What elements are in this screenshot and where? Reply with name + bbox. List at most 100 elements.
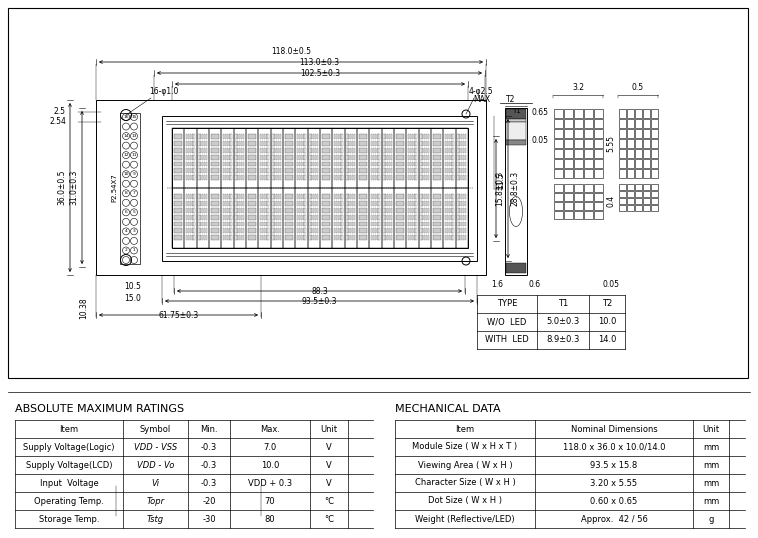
Bar xyxy=(292,201,293,206)
Bar xyxy=(309,201,311,206)
Bar xyxy=(440,194,441,199)
Text: 93.5±0.3: 93.5±0.3 xyxy=(302,297,337,306)
Bar xyxy=(336,141,337,146)
Bar xyxy=(200,229,202,233)
Bar xyxy=(397,215,399,220)
Bar xyxy=(235,201,236,206)
Bar xyxy=(297,154,298,160)
Bar xyxy=(227,229,228,233)
Bar xyxy=(438,148,440,153)
Bar xyxy=(268,201,269,206)
Bar xyxy=(359,148,360,153)
Bar xyxy=(506,119,526,122)
Bar xyxy=(594,129,603,138)
Bar xyxy=(329,154,330,160)
Bar xyxy=(426,134,428,139)
Bar xyxy=(292,168,293,173)
Bar xyxy=(265,194,267,199)
Bar xyxy=(212,215,214,220)
Bar xyxy=(287,194,288,199)
Bar xyxy=(337,215,339,220)
Bar xyxy=(227,201,228,206)
Bar xyxy=(193,215,195,220)
Bar xyxy=(175,154,177,160)
Bar xyxy=(410,168,411,173)
Bar xyxy=(192,215,193,220)
Bar xyxy=(361,154,362,160)
Bar xyxy=(574,202,582,209)
Bar xyxy=(216,194,218,199)
Bar xyxy=(389,215,390,220)
Bar xyxy=(229,229,230,233)
Text: 118.0 x 36.0 x 10.0/14.0: 118.0 x 36.0 x 10.0/14.0 xyxy=(562,442,666,451)
Bar xyxy=(190,154,191,160)
Bar xyxy=(227,154,228,160)
Bar xyxy=(450,154,452,160)
Bar xyxy=(237,168,239,173)
Bar xyxy=(325,215,327,220)
Bar xyxy=(233,128,246,188)
Bar xyxy=(361,215,362,220)
Bar xyxy=(463,134,464,139)
Text: 14.0: 14.0 xyxy=(598,336,616,344)
Bar xyxy=(401,201,402,206)
Bar xyxy=(374,208,376,213)
Bar xyxy=(237,134,239,139)
Bar xyxy=(377,141,378,146)
Bar xyxy=(348,235,349,240)
Bar xyxy=(362,161,364,166)
Bar xyxy=(264,154,265,160)
Bar xyxy=(200,148,202,153)
Bar xyxy=(410,235,411,240)
Bar xyxy=(193,229,195,233)
Bar xyxy=(389,222,390,226)
Bar xyxy=(371,235,372,240)
Bar xyxy=(243,141,244,146)
Bar xyxy=(334,201,335,206)
Bar xyxy=(401,148,402,153)
Bar xyxy=(387,194,388,199)
Bar xyxy=(387,229,388,233)
Bar xyxy=(301,161,302,166)
Bar xyxy=(449,148,450,153)
Bar xyxy=(225,235,226,240)
Bar xyxy=(248,168,249,173)
Bar xyxy=(209,128,221,188)
Bar xyxy=(341,208,343,213)
Bar xyxy=(412,235,413,240)
Bar xyxy=(390,175,392,180)
Bar xyxy=(415,161,417,166)
Bar xyxy=(272,235,274,240)
Bar xyxy=(290,194,292,199)
Bar xyxy=(211,201,212,206)
Bar xyxy=(410,161,411,166)
Bar xyxy=(420,222,421,226)
Bar xyxy=(329,208,330,213)
Bar xyxy=(255,235,256,240)
Bar xyxy=(216,208,218,213)
Bar xyxy=(415,201,417,206)
Bar xyxy=(364,215,365,220)
Bar xyxy=(218,208,219,213)
Bar xyxy=(348,222,349,226)
Bar xyxy=(230,168,232,173)
Bar xyxy=(175,235,177,240)
Bar xyxy=(230,154,232,160)
Bar xyxy=(390,141,392,146)
Bar xyxy=(290,168,292,173)
Bar xyxy=(408,194,409,199)
Bar xyxy=(223,222,224,226)
Bar xyxy=(426,235,428,240)
Bar xyxy=(463,154,464,160)
Bar xyxy=(278,141,279,146)
Bar xyxy=(280,194,281,199)
Bar xyxy=(200,175,202,180)
Bar xyxy=(248,229,249,233)
Bar xyxy=(399,222,401,226)
Bar xyxy=(202,161,203,166)
Bar xyxy=(284,141,286,146)
Bar xyxy=(223,201,224,206)
Bar xyxy=(284,215,286,220)
Bar xyxy=(230,222,232,226)
Text: °C: °C xyxy=(324,497,334,506)
